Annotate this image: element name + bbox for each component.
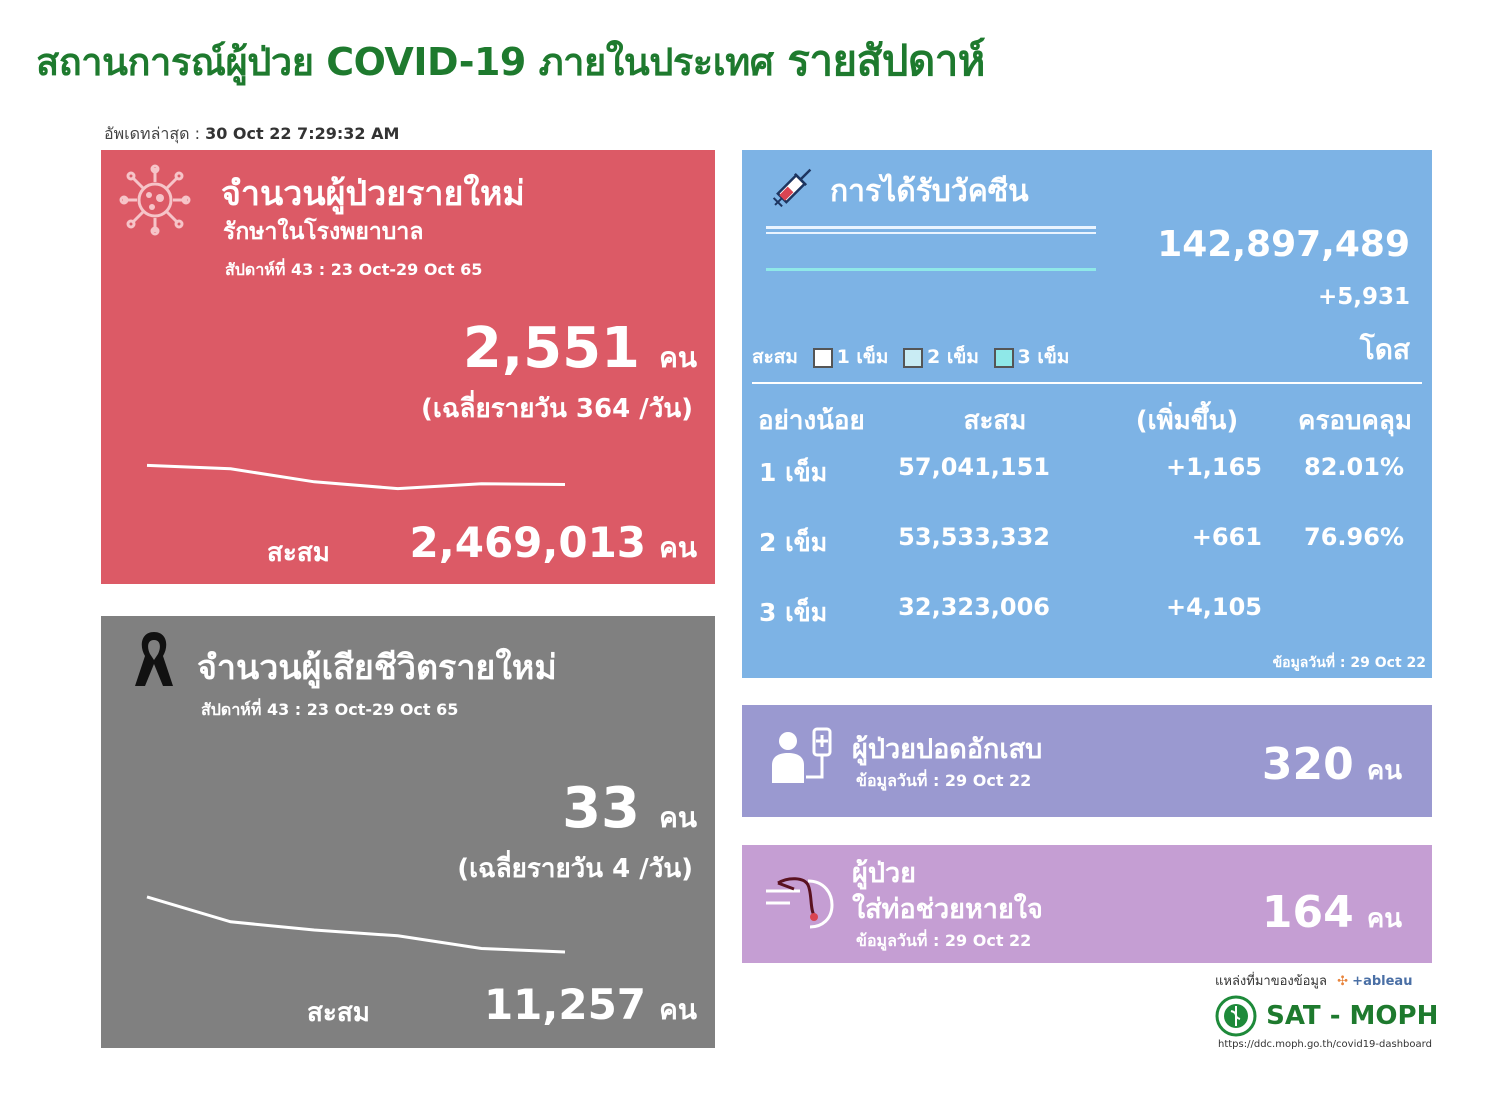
new-cases-cumulative-label: สะสม [267,538,330,568]
vaccination-total: 142,897,489 [1157,224,1410,265]
new-deaths-cumulative-label: สะสม [307,998,370,1028]
new-cases-trend-line [146,463,566,491]
dose-increase: +661 [1191,523,1262,551]
col-at-least: อย่างน้อย [758,406,865,436]
dose-1-legend-label: 1 เข็ม [836,346,889,368]
new-cases-cumulative-unit: คน [659,531,697,564]
new-deaths-cumulative-value: 11,257 [483,980,647,1029]
vaccination-divider [752,382,1422,384]
ventilator-tube-icon [766,877,834,929]
col-coverage: ครอบคลุม [1298,406,1412,436]
new-cases-cumulative-group: 2,469,013 คน [410,518,697,570]
table-row: 1 เข็ม 57,041,151 +1,165 82.01% [758,449,1422,519]
dose-coverage: 76.96% [1304,523,1404,551]
new-deaths-panel: จำนวนผู้เสียชีวิตรายใหม่ สัปดาห์ที่ 43 :… [101,616,715,1048]
dose-increase: +1,165 [1165,453,1262,481]
new-cases-subtitle: รักษาในโรงพยาบาล [223,219,424,245]
dose-2-legend-label: 2 เข็ม [927,346,979,368]
pneumonia-data-date: ข้อมูลวันที่ : 29 Oct 22 [856,771,1032,790]
new-deaths-cumulative-unit: คน [659,993,697,1026]
dose-label: 3 เข็ม [759,598,828,627]
pneumonia-value: 320 [1261,739,1354,790]
col-cumulative: สะสม [963,406,1027,436]
pneumonia-title: ผู้ป่วยปอดอักเสบ [852,734,1043,765]
pneumonia-unit: คน [1366,756,1402,786]
new-cases-panel: จำนวนผู้ป่วยรายใหม่ รักษาในโรงพยาบาล สัป… [101,150,715,584]
last-updated-value: 30 Oct 22 7:29:32 AM [205,124,400,143]
dose-coverage: 82.01% [1304,453,1404,481]
table-row: 2 เข็ม 53,533,332 +661 76.96% [758,519,1422,589]
moph-name: SAT - MOPH [1266,1001,1439,1031]
new-cases-value: 2,551 [462,316,641,381]
ventilator-unit: คน [1366,904,1402,934]
new-deaths-trend-line [146,895,566,954]
new-cases-daily-average: (เฉลี่ยรายวัน 364 /วัน) [421,394,693,424]
data-source: แหล่งที่มาของข้อมูล ✣ +ableau [1215,970,1412,991]
dose-2-legend-swatch [903,347,924,368]
page-title-suffix: รายสัปดาห์ [787,36,985,85]
dose-cumulative: 32,323,006 [898,593,1050,621]
vaccination-title-rule [766,226,1096,229]
vaccination-title-rule-2 [766,232,1096,234]
new-cases-value-group: 2,551 คน [463,316,697,381]
vaccination-table-header: อย่างน้อย สะสม (เพิ่มขึ้น) ครอบคลุม [758,400,1422,449]
source-url[interactable]: https://ddc.moph.go.th/covid19-dashboard [1218,1039,1432,1050]
ribbon-icon [135,632,173,686]
new-cases-cumulative-value: 2,469,013 [409,518,647,567]
tableau-logo-icon: ✣ [1337,974,1349,989]
vaccination-data-date: ข้อมูลวันที่ : 29 Oct 22 [1272,655,1426,671]
ventilator-title-line1: ผู้ป่วย [852,858,916,889]
moph-logo: SAT - MOPH [1215,995,1438,1037]
last-updated: อัพเดทล่าสุด : 30 Oct 22 7:29:32 AM [104,122,399,147]
new-deaths-unit: คน [659,801,697,834]
new-deaths-week: สัปดาห์ที่ 43 : 23 Oct-29 Oct 65 [201,700,459,719]
new-cases-title: จำนวนผู้ป่วยรายใหม่ [221,174,525,214]
last-updated-label: อัพเดทล่าสุด : [104,124,200,143]
dose-cumulative: 53,533,332 [898,523,1050,551]
new-cases-trend-chart [146,463,566,491]
vaccination-progress-rule [766,268,1096,271]
dose-legend: สะสม 1 เข็ม 2 เข็ม 3 เข็ม [752,342,1069,372]
page-title-main: สถานการณ์ผู้ป่วย COVID-19 ภายในประเทศ [36,40,774,84]
dose-coverage [1272,589,1422,659]
dose-3-legend-label: 3 เข็ม [1017,346,1070,368]
tableau-logo-text: +ableau [1352,974,1413,989]
page-title: สถานการณ์ผู้ป่วย COVID-19 ภายในประเทศ ราย… [36,28,985,94]
vaccination-table: อย่างน้อย สะสม (เพิ่มขึ้น) ครอบคลุม 1 เข… [758,400,1422,659]
vaccination-unit: โดส [1359,333,1410,366]
new-deaths-trend-chart [146,895,566,954]
dose-3-legend-swatch [993,347,1014,368]
dose-label: 1 เข็ม [759,458,828,487]
new-deaths-title: จำนวนผู้เสียชีวิตรายใหม่ [197,648,557,688]
vaccination-increase: +5,931 [1317,284,1410,310]
syringe-icon [772,168,812,208]
dose-cumulative: 57,041,151 [898,453,1050,481]
dose-legend-label: สะสม [752,346,798,368]
new-deaths-daily-average: (เฉลี่ยรายวัน 4 /วัน) [457,854,693,884]
dose-1-legend-swatch [812,347,833,368]
vaccination-panel: การได้รับวัคซีน 142,897,489 +5,931 โดส ส… [742,150,1432,678]
new-cases-week: สัปดาห์ที่ 43 : 23 Oct-29 Oct 65 [225,260,483,279]
dose-increase: +4,105 [1165,593,1262,621]
pneumonia-panel: ผู้ป่วยปอดอักเสบ ข้อมูลวันที่ : 29 Oct 2… [742,705,1432,817]
dose-label: 2 เข็ม [759,528,828,557]
patient-iv-icon [772,727,832,783]
moph-seal-icon [1215,995,1257,1037]
ventilator-data-date: ข้อมูลวันที่ : 29 Oct 22 [856,931,1032,950]
new-deaths-value: 33 [562,776,641,841]
col-increase: (เพิ่มขึ้น) [1135,406,1239,436]
ventilator-panel: ผู้ป่วย ใส่ท่อช่วยหายใจ ข้อมูลวันที่ : 2… [742,845,1432,963]
data-source-label: แหล่งที่มาของข้อมูล [1215,974,1327,989]
ventilator-value: 164 [1261,887,1354,938]
new-cases-unit: คน [659,341,697,374]
new-deaths-value-group: 33 คน [562,776,697,841]
vaccination-title: การได้รับวัคซีน [830,174,1029,209]
table-row: 3 เข็ม 32,323,006 +4,105 [758,589,1422,659]
new-deaths-cumulative-group: 11,257 คน [484,980,697,1032]
ventilator-title-line2: ใส่ท่อช่วยหายใจ [852,894,1043,925]
virus-icon [119,164,191,236]
pneumonia-value-group: 320 คน [1262,739,1402,791]
ventilator-value-group: 164 คน [1262,887,1402,939]
